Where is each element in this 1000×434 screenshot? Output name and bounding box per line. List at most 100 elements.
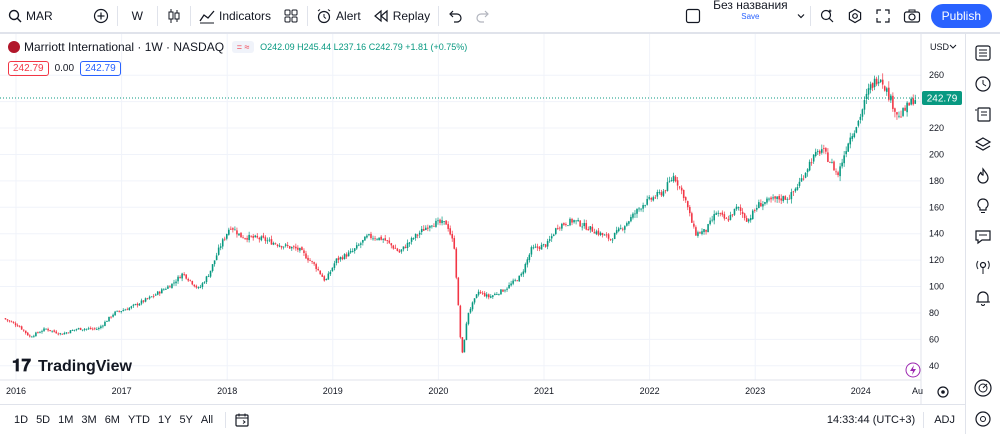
adj-toggle[interactable]: ADJ	[934, 413, 955, 426]
legend: Marriott International · 1W · NASDAQ = ≈…	[8, 40, 467, 54]
help-button[interactable]	[966, 403, 1000, 434]
undo-button[interactable]	[441, 0, 469, 33]
indicators-icon	[199, 8, 215, 24]
range-button-5y[interactable]: 5Y	[179, 413, 193, 426]
candle	[892, 92, 894, 112]
interval-button[interactable]: W	[131, 9, 143, 23]
candle	[621, 227, 624, 232]
candle	[489, 294, 492, 299]
range-button-3m[interactable]: 3M	[81, 413, 97, 426]
candle	[93, 327, 96, 331]
redo-button[interactable]	[469, 0, 497, 33]
object-tree-button[interactable]	[966, 130, 1000, 161]
candle	[591, 223, 594, 232]
hotlists-button[interactable]	[966, 160, 1000, 191]
candle	[79, 327, 82, 331]
indicators-button[interactable]: Indicators	[193, 0, 277, 33]
chart-type-button[interactable]	[160, 0, 188, 33]
candle	[879, 79, 882, 84]
symbol-search[interactable]: MAR	[0, 0, 59, 33]
chart-canvas[interactable]: 𝟏𝟕 TradingView USD 40 60 80 100 120 140 160 180…	[0, 34, 965, 404]
layers-icon	[974, 137, 992, 151]
candle	[756, 204, 758, 212]
publish-button[interactable]: Publish	[930, 4, 992, 28]
data-window-button[interactable]	[966, 99, 1000, 130]
layout-checkbox[interactable]	[679, 0, 707, 33]
candle	[532, 244, 535, 250]
candle	[823, 144, 825, 154]
quick-search-button[interactable]	[813, 0, 841, 33]
candle	[753, 208, 756, 213]
streams-button[interactable]	[966, 252, 1000, 283]
notifications-button[interactable]	[966, 283, 1000, 314]
candle	[185, 274, 187, 280]
candle	[526, 257, 529, 268]
range-button-5d[interactable]: 5D	[36, 413, 51, 426]
candle	[18, 325, 21, 328]
candle	[8, 319, 11, 323]
range-button-ytd[interactable]: YTD	[127, 413, 150, 426]
candle	[53, 329, 55, 333]
save-status: Save	[741, 11, 760, 21]
candle	[881, 73, 884, 89]
candle	[382, 238, 384, 243]
range-button-1y[interactable]: 1Y	[157, 413, 172, 426]
candle	[349, 248, 352, 254]
signals-button[interactable]	[966, 373, 1000, 404]
candle	[766, 196, 768, 205]
sell-button[interactable]: 242.79	[8, 61, 49, 76]
candle	[762, 200, 764, 211]
candle	[156, 290, 159, 296]
range-button-1m[interactable]: 1M	[58, 413, 74, 426]
candle	[4, 317, 7, 320]
alerts-panel-button[interactable]	[966, 69, 1000, 100]
candle	[552, 233, 555, 237]
settings-button[interactable]	[841, 0, 869, 33]
price-scale[interactable]: USD 406080100120140160180200220240260	[920, 34, 957, 404]
candle	[477, 289, 480, 297]
candle	[169, 285, 171, 288]
candle	[221, 237, 224, 250]
buy-button[interactable]: 242.79	[80, 61, 121, 76]
candle	[252, 233, 254, 241]
time-axis[interactable]: Au 2016 2017 2018 2019 2020 2021 2022 2023 2024	[0, 379, 923, 396]
alert-button[interactable]: Alert	[310, 0, 367, 33]
candle	[420, 225, 423, 235]
ideas-button[interactable]	[966, 191, 1000, 222]
range-button-all[interactable]: All	[200, 413, 214, 426]
candle	[305, 250, 307, 259]
snapshot-button[interactable]	[897, 0, 927, 33]
chart-settings-button[interactable]	[937, 386, 949, 398]
candle	[544, 244, 547, 248]
lightning-button[interactable]	[905, 362, 921, 378]
candle	[609, 238, 612, 241]
timezone-clock[interactable]: 14:33:44 (UTC+3)	[826, 413, 916, 426]
candle	[717, 210, 720, 217]
legend-eye-icon[interactable]: = ≈	[232, 41, 255, 53]
candle	[859, 113, 862, 124]
candle	[225, 233, 228, 241]
chart-pane[interactable]: 𝟏𝟕 TradingView USD 40 60 80 100 120 140 160 180…	[0, 34, 965, 404]
compare-button[interactable]	[87, 0, 115, 33]
candle	[59, 332, 62, 336]
range-button-1d[interactable]: 1D	[14, 413, 29, 426]
watchlist-button[interactable]	[966, 38, 1000, 69]
candle	[445, 220, 447, 225]
layout-name-button[interactable]: Без названия Save	[707, 0, 794, 33]
svg-text:242.79: 242.79	[927, 93, 958, 104]
time-tick-label: 2021	[534, 386, 554, 396]
range-button-6m[interactable]: 6M	[104, 413, 120, 426]
candle	[885, 86, 888, 96]
candle	[695, 225, 697, 237]
goto-date-button[interactable]	[234, 412, 250, 428]
layouts-button[interactable]	[277, 0, 305, 33]
candle	[869, 81, 872, 94]
replay-button[interactable]: Replay	[367, 0, 436, 33]
candle	[422, 225, 425, 231]
fullscreen-button[interactable]	[869, 0, 897, 33]
chats-button[interactable]	[966, 221, 1000, 252]
candle	[91, 327, 94, 331]
layout-menu-button[interactable]	[794, 0, 808, 33]
candle	[199, 284, 202, 289]
brand-name: TradingView	[38, 358, 133, 375]
